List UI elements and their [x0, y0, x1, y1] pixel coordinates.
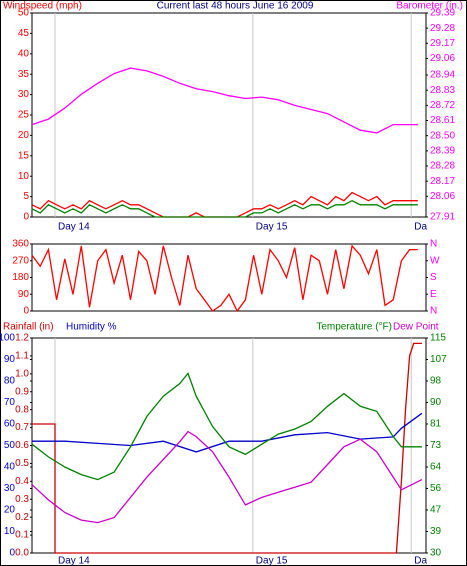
y2-tick-label: 39	[430, 526, 442, 537]
y3-tick-label: 40	[4, 462, 16, 473]
y2-tick-label: 107	[430, 354, 447, 365]
y2-tick-label: W	[430, 255, 440, 266]
series-line	[31, 372, 422, 481]
y2-tick-label: S	[430, 272, 437, 283]
y-tick-label: 45	[18, 28, 30, 39]
y3-tick-label: 0	[9, 548, 15, 559]
x-tick-label: Day 14	[58, 556, 90, 566]
y2-tick-label: 73	[430, 440, 442, 451]
y2-tick-label: 28.61	[430, 115, 455, 126]
y2-axis-label: Barometer (in.)	[396, 1, 463, 12]
y3-tick-label: 30	[4, 483, 16, 494]
y-tick-label: 180	[12, 272, 29, 283]
y-tick-label: 0.0	[15, 548, 29, 559]
chart-title: Current last 48 hours June 16 2009	[157, 1, 314, 12]
y-axis-label: Windspeed (mph)	[3, 1, 82, 12]
y3-tick-label: 50	[4, 440, 16, 451]
series-line	[31, 244, 418, 313]
y2-tick-label: 28.39	[430, 145, 455, 156]
y2-tick-label: 56	[430, 483, 442, 494]
y-tick-label: 0.3	[15, 494, 29, 505]
series-line	[32, 412, 423, 453]
y2-tick-label: 64	[430, 462, 442, 473]
y3-tick-label: 60	[4, 419, 16, 430]
plot-frame	[31, 12, 427, 218]
y2-tick-label: 98	[430, 376, 442, 387]
y2-tick-label: 29.17	[430, 38, 455, 49]
y3-tick-label: 90	[4, 354, 16, 365]
series-line	[31, 430, 423, 524]
y2-tick-label: 29.06	[430, 53, 455, 64]
y3-tick-label: 100	[0, 333, 15, 344]
y2-tick-label: 47	[430, 505, 442, 516]
y-tick-label: 10	[18, 171, 30, 182]
x-tick-label: Day 15	[256, 222, 288, 233]
y-tick-label: 1.0	[15, 368, 29, 379]
y3-tick-label: 70	[4, 397, 16, 408]
series-label: Humidity %	[66, 322, 117, 333]
y2-tick-label: 28.72	[430, 100, 455, 111]
y-tick-label: 0.5	[15, 458, 29, 469]
y2-tick-label: N	[430, 306, 437, 317]
y-tick-label: 35	[18, 69, 30, 80]
y2-tick-label: 28.28	[430, 161, 455, 172]
y3-tick-label: 80	[4, 376, 16, 387]
y-tick-label: 0.2	[15, 512, 29, 523]
y-tick-label: 90	[18, 289, 30, 300]
y2-tick-label: 29.39	[430, 8, 455, 19]
y2-tick-label: 28.83	[430, 85, 455, 96]
y-tick-label: 0.9	[15, 386, 29, 397]
y-tick-label: 360	[12, 239, 29, 250]
y2-tick-label: 28.94	[430, 70, 455, 81]
y2-tick-label: 115	[430, 333, 446, 344]
y-tick-label: 15	[18, 150, 30, 161]
y-tick-label: 0.7	[15, 422, 29, 433]
y-tick-label: 1.2	[15, 333, 29, 344]
y-tick-label: 0.4	[15, 476, 29, 487]
y2-tick-label: 29.28	[430, 23, 455, 34]
y2-tick-label: 28.17	[430, 176, 455, 187]
y3-tick-label: 10	[4, 526, 16, 537]
y-tick-label: 0.6	[15, 440, 29, 451]
y-tick-label: 20	[18, 130, 30, 141]
plot-frame	[31, 337, 427, 554]
y-tick-label: 50	[18, 8, 30, 19]
series-label: Dew Point	[393, 322, 439, 333]
x-tick-label: Day 14	[58, 222, 90, 233]
y2-tick-label: 27.91	[430, 212, 455, 223]
series-line	[32, 342, 422, 554]
y-tick-label: 0.8	[15, 404, 29, 415]
series-line	[31, 67, 418, 134]
y2-tick-label: 28.50	[430, 130, 455, 141]
y-tick-label: 5	[23, 191, 29, 202]
y-tick-label: 40	[18, 48, 30, 59]
x-tick-label: Day 15	[256, 556, 288, 566]
y-tick-label: 30	[18, 89, 30, 100]
y-tick-label: 270	[12, 255, 29, 266]
y-tick-label: 25	[18, 110, 30, 121]
y2-tick-label: 30	[430, 548, 442, 559]
y3-tick-label: 20	[4, 505, 16, 516]
y2-tick-label: 81	[430, 419, 442, 430]
y2-tick-label: N	[430, 239, 437, 250]
x-tick-label: Da	[414, 556, 427, 566]
y-tick-label: 0	[23, 212, 29, 223]
y-tick-label: 0	[23, 306, 29, 317]
y2-tick-label: 90	[430, 397, 442, 408]
y2-tick-label: E	[430, 289, 437, 300]
y-tick-label: 1.1	[15, 351, 29, 362]
series-label: Temperature (°F)	[316, 322, 392, 333]
y2-tick-label: 28.06	[430, 191, 455, 202]
series-line	[31, 199, 418, 218]
x-tick-label: Da	[414, 222, 427, 233]
y-tick-label: 0.1	[15, 530, 29, 541]
series-label: Rainfall (in)	[3, 322, 54, 333]
